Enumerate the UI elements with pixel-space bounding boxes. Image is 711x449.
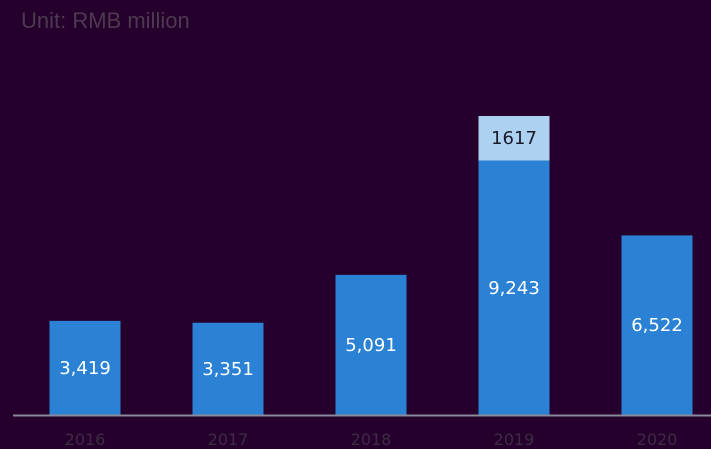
data-label-2020: 6,522 — [631, 315, 683, 336]
x-tick-label-2020: 2020 — [637, 430, 678, 449]
data-label-2016: 3,419 — [59, 358, 111, 379]
x-tick-label-2017: 2017 — [208, 430, 249, 449]
bar-segment-2019 — [478, 115, 550, 161]
data-label-2017: 3,351 — [202, 359, 254, 380]
x-tick-label-2019: 2019 — [494, 430, 535, 449]
bar-2019 — [478, 160, 550, 415]
bar-2016 — [49, 320, 121, 415]
bar-2020 — [621, 235, 693, 415]
data-label-2019: 9,243 — [488, 278, 540, 299]
bar-2017 — [192, 322, 264, 415]
x-tick-label-2016: 2016 — [65, 430, 106, 449]
data-label-2018: 5,091 — [345, 335, 397, 356]
unit-label: Unit: RMB million — [21, 8, 190, 33]
bar-2018 — [335, 274, 407, 415]
data-label-2019-segment: 1617 — [491, 128, 537, 149]
x-tick-label-2018: 2018 — [351, 430, 392, 449]
